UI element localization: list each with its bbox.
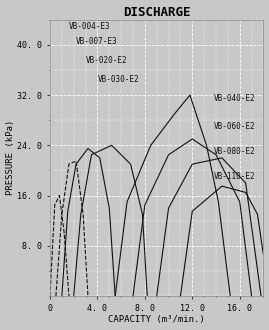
X-axis label: CAPACITY (m³/min.): CAPACITY (m³/min.) [108,315,205,324]
Text: VB-060-E2: VB-060-E2 [214,122,255,131]
Text: VB-020-E2: VB-020-E2 [86,56,127,65]
Title: DISCHARGE: DISCHARGE [123,6,190,18]
Text: VB-007-E3: VB-007-E3 [76,37,118,46]
Y-axis label: PRESSURE (kPa): PRESSURE (kPa) [6,120,15,195]
Text: VB-080-E2: VB-080-E2 [214,147,255,156]
Text: VB-040-E2: VB-040-E2 [214,94,255,103]
Text: VB-004-E3: VB-004-E3 [69,21,111,30]
Text: VB-030-E2: VB-030-E2 [97,75,139,84]
Text: VB-110-E2: VB-110-E2 [214,172,255,181]
